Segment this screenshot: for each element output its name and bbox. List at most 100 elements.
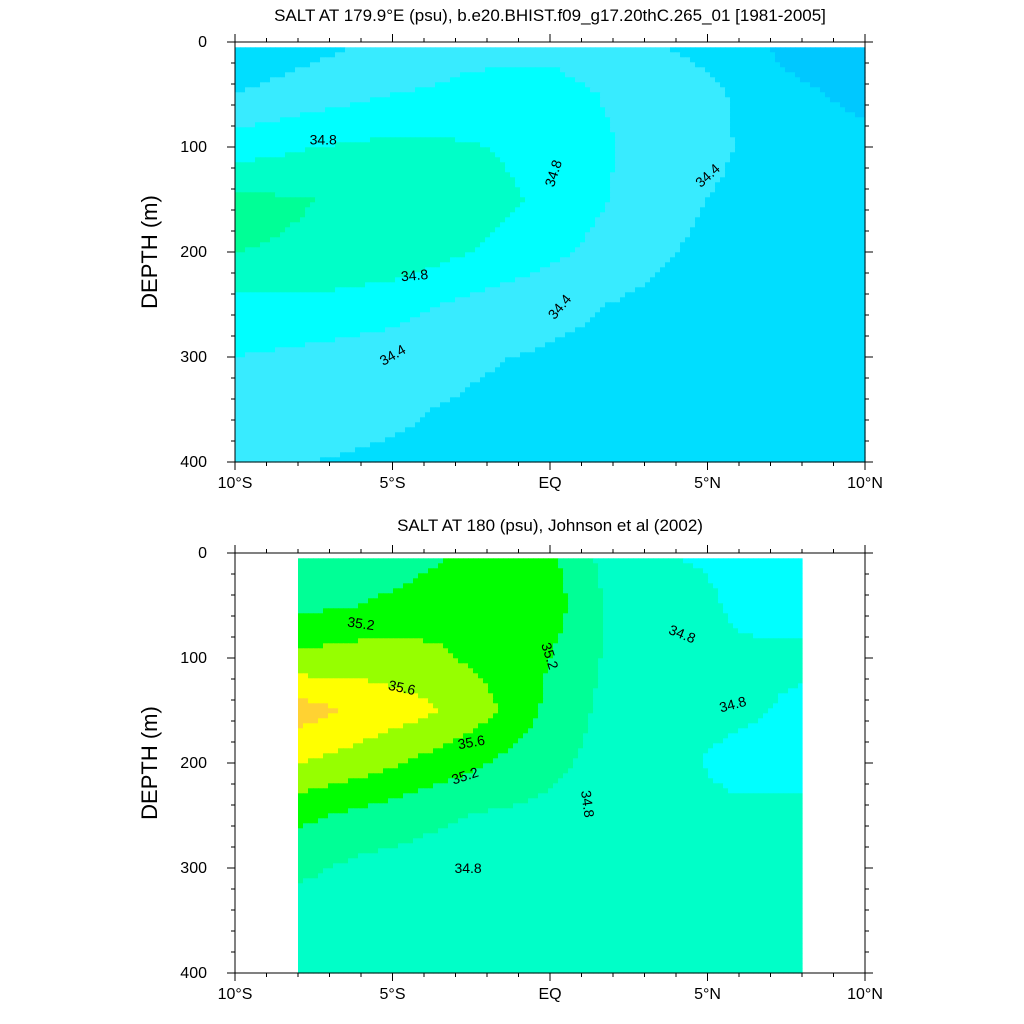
salinity-cell [850, 177, 856, 183]
salinity-cell [760, 102, 766, 108]
salinity-cell [660, 202, 666, 208]
salinity-cell [620, 232, 626, 238]
salinity-cell [725, 172, 731, 178]
salinity-cell [355, 77, 361, 83]
salinity-cell [380, 122, 386, 128]
salinity-cell [325, 77, 331, 83]
salinity-cell [615, 202, 621, 208]
salinity-cell [495, 47, 501, 53]
salinity-cell [295, 122, 301, 128]
salinity-cell [605, 152, 611, 158]
salinity-cell [560, 122, 566, 128]
salinity-cell [435, 237, 441, 243]
salinity-cell [720, 182, 726, 188]
salinity-cell [285, 207, 291, 213]
salinity-cell [570, 187, 576, 193]
salinity-cell [430, 57, 436, 63]
salinity-cell [810, 152, 816, 158]
salinity-cell [850, 52, 856, 58]
salinity-cell [740, 117, 746, 123]
salinity-cell [825, 232, 831, 238]
salinity-cell [245, 212, 251, 218]
salinity-cell [490, 142, 496, 148]
salinity-cell [700, 167, 706, 173]
salinity-cell [655, 57, 661, 63]
salinity-cell [290, 242, 296, 248]
salinity-cell [750, 117, 756, 123]
salinity-cell [240, 47, 246, 53]
salinity-cell [380, 87, 386, 93]
salinity-cell [720, 97, 726, 103]
salinity-cell [775, 142, 781, 148]
salinity-cell [300, 127, 306, 133]
salinity-cell [495, 142, 501, 148]
salinity-cell [400, 212, 406, 218]
salinity-cell [710, 172, 716, 178]
salinity-cell [385, 227, 391, 233]
salinity-cell [645, 162, 651, 168]
salinity-cell [595, 222, 601, 228]
salinity-cell [315, 222, 321, 228]
salinity-cell [680, 87, 686, 93]
salinity-cell [860, 112, 866, 118]
salinity-cell [410, 202, 416, 208]
salinity-cell [305, 202, 311, 208]
salinity-cell [600, 97, 606, 103]
salinity-cell [255, 217, 261, 223]
salinity-cell [375, 127, 381, 133]
salinity-cell [735, 102, 741, 108]
salinity-cell [545, 127, 551, 133]
salinity-cell [650, 217, 656, 223]
salinity-cell [565, 197, 571, 203]
salinity-cell [685, 52, 691, 58]
salinity-cell [350, 147, 356, 153]
salinity-cell [695, 112, 701, 118]
salinity-cell [270, 242, 276, 248]
salinity-cell [815, 177, 821, 183]
salinity-cell [795, 117, 801, 123]
salinity-cell [580, 177, 586, 183]
salinity-cell [735, 197, 741, 203]
salinity-cell [380, 127, 386, 133]
salinity-cell [750, 142, 756, 148]
salinity-cell [325, 187, 331, 193]
salinity-cell [705, 217, 711, 223]
salinity-cell [415, 167, 421, 173]
salinity-cell [365, 122, 371, 128]
salinity-cell [680, 197, 686, 203]
salinity-cell [590, 107, 596, 113]
salinity-cell [440, 202, 446, 208]
salinity-cell [340, 82, 346, 88]
salinity-cell [675, 102, 681, 108]
salinity-cell [730, 132, 736, 138]
salinity-cell [840, 217, 846, 223]
salinity-cell [450, 222, 456, 228]
salinity-cell [405, 202, 411, 208]
salinity-cell [480, 242, 486, 248]
salinity-cell [500, 212, 506, 218]
salinity-cell [675, 52, 681, 58]
salinity-cell [820, 67, 826, 73]
salinity-cell [470, 152, 476, 158]
salinity-cell [300, 97, 306, 103]
salinity-cell [395, 72, 401, 78]
salinity-cell [515, 232, 521, 238]
salinity-cell [335, 72, 341, 78]
salinity-cell [495, 62, 501, 68]
salinity-cell [760, 122, 766, 128]
salinity-cell [455, 87, 461, 93]
salinity-cell [280, 232, 286, 238]
salinity-cell [275, 97, 281, 103]
salinity-cell [390, 202, 396, 208]
salinity-cell [665, 117, 671, 123]
salinity-cell [335, 82, 341, 88]
salinity-cell [640, 117, 646, 123]
salinity-cell [415, 162, 421, 168]
salinity-cell [530, 242, 536, 248]
salinity-cell [480, 147, 486, 153]
salinity-cell [265, 112, 271, 118]
salinity-cell [270, 117, 276, 123]
salinity-cell [405, 137, 411, 143]
salinity-cell [640, 182, 646, 188]
salinity-cell [235, 142, 241, 148]
